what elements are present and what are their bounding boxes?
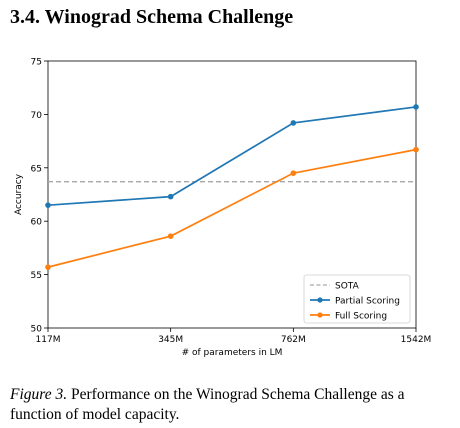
x-tick-label: 117M [36,335,61,345]
x-tick-label: 345M [158,335,183,345]
series-line-1 [47,106,417,207]
x-tick-label: 1542M [401,335,432,345]
plot-frame [47,60,417,329]
data-point [167,193,174,200]
data-point [45,202,51,208]
y-tick-label: 65 [31,164,42,174]
y-axis-label: Accuracy [14,173,24,215]
legend-marker [317,312,323,318]
legend-marker [317,297,323,303]
legend-label: Partial Scoring [335,296,400,306]
data-point [290,120,297,126]
y-tick-label: 55 [31,271,42,281]
section-heading: 3.4. Winograd Schema Challenge [10,6,293,29]
line-chart: 50 55 60 65 70 75 Accuracy 117M 345M 762M 1542M # o… [14,58,432,359]
x-axis-label: # of parameters in LM [182,348,283,358]
data-point [413,146,419,153]
figure-label: Figure 3. [10,386,68,403]
data-point [413,104,419,110]
y-tick-label: 70 [31,111,43,121]
section-number: 3.4. [10,6,40,28]
data-point [290,170,297,176]
x-tick-label: 762M [281,335,306,345]
figure-caption-text: Performance on the Winograd Schema Chall… [10,386,405,423]
legend-label: Full Scoring [335,311,387,321]
series-line-2 [47,148,417,268]
y-tick-label: 50 [31,325,43,335]
figure-caption: Figure 3. Performance on the Winograd Sc… [10,385,452,425]
y-tick-label: 75 [31,58,42,68]
data-point [167,233,174,239]
data-point [45,264,51,270]
figure: 50 55 60 65 70 75 Accuracy 117M 345M 762M 1542M # o… [0,50,460,367]
section-title: Winograd Schema Challenge [44,6,294,28]
legend-label: SOTA [335,281,360,291]
y-tick-label: 60 [31,218,43,228]
legend-box [303,274,411,324]
